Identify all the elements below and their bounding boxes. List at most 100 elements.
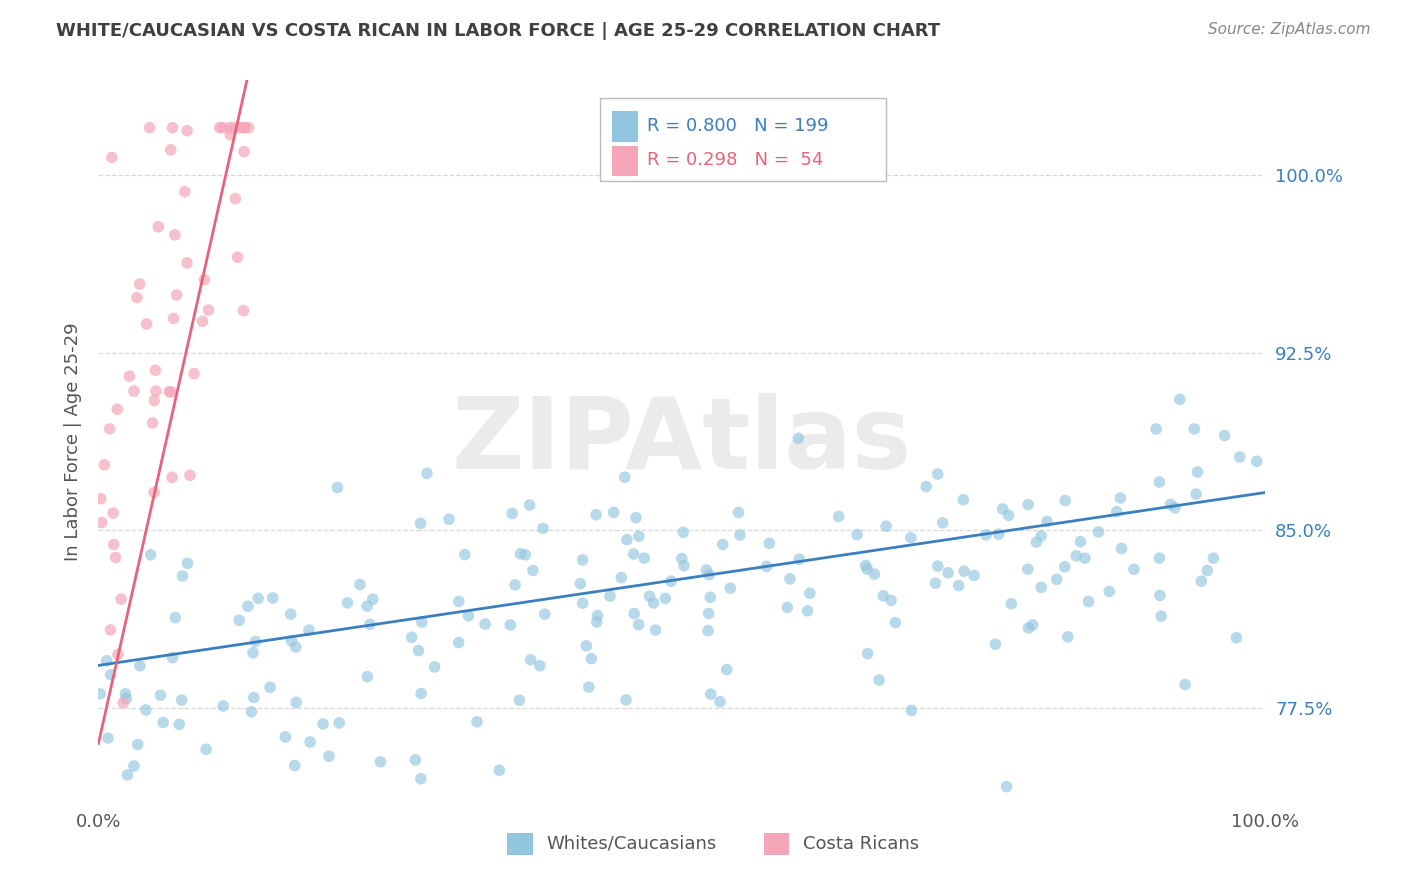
Point (1074, 551, 1097, 566)
Point (623, 547, 645, 561)
Point (122, 384, 145, 398)
Point (952, 492, 974, 507)
Point (1182, 422, 1205, 436)
Point (856, 562, 879, 576)
Point (569, 576, 592, 591)
Point (1229, 450, 1251, 464)
Point (1149, 475, 1171, 490)
Point (672, 525, 695, 540)
Point (226, 250, 249, 264)
Point (336, 596, 359, 610)
Point (191, 314, 214, 328)
Point (586, 608, 609, 623)
Point (103, 506, 125, 520)
Point (361, 592, 384, 607)
Point (285, 695, 308, 709)
Point (638, 590, 661, 604)
Point (1197, 564, 1219, 578)
Point (233, 145, 256, 159)
Point (110, 592, 132, 607)
Point (212, 698, 235, 713)
Point (312, 717, 335, 731)
Point (868, 673, 890, 687)
Point (149, 688, 172, 702)
Point (135, 703, 157, 717)
Point (671, 551, 693, 566)
Point (936, 566, 959, 580)
Point (409, 772, 432, 786)
Point (138, 120, 160, 135)
Point (457, 608, 479, 623)
Point (1189, 574, 1212, 589)
FancyBboxPatch shape (508, 833, 533, 855)
Point (143, 485, 166, 500)
Point (654, 591, 676, 606)
Point (89, 687, 111, 701)
Point (145, 363, 167, 377)
Point (229, 120, 252, 135)
Point (197, 302, 219, 317)
Point (1164, 500, 1187, 515)
Y-axis label: In Labor Force | Age 25-29: In Labor Force | Age 25-29 (63, 322, 82, 561)
Point (416, 467, 439, 481)
Point (423, 660, 446, 674)
Point (700, 687, 723, 701)
Point (716, 663, 738, 677)
Point (408, 643, 430, 657)
Point (1174, 677, 1197, 691)
Point (1111, 541, 1133, 556)
Point (931, 516, 953, 530)
Point (128, 277, 150, 291)
Point (238, 120, 260, 135)
Point (697, 567, 720, 582)
Point (884, 615, 907, 630)
Point (581, 651, 603, 665)
Point (162, 120, 184, 135)
Text: Source: ZipAtlas.com: Source: ZipAtlas.com (1208, 22, 1371, 37)
Point (90, 491, 112, 506)
Point (454, 548, 477, 562)
Point (1149, 551, 1171, 566)
Point (236, 599, 259, 614)
Point (1017, 562, 1039, 576)
Point (900, 531, 922, 545)
Point (299, 735, 322, 749)
Point (356, 670, 378, 684)
Point (519, 498, 541, 512)
Point (697, 624, 720, 638)
Point (160, 384, 183, 399)
Point (711, 537, 734, 551)
Point (515, 548, 537, 562)
Point (1246, 454, 1268, 468)
Point (672, 558, 695, 573)
Point (104, 550, 127, 565)
Text: Costa Ricans: Costa Ricans (803, 835, 920, 853)
Point (356, 599, 378, 614)
Point (298, 623, 321, 637)
Point (141, 416, 163, 430)
Point (465, 714, 488, 729)
Point (509, 547, 531, 561)
Point (1036, 515, 1059, 529)
Point (411, 615, 433, 629)
Point (846, 527, 869, 541)
Point (105, 402, 128, 417)
Point (218, 120, 240, 135)
Point (519, 653, 541, 667)
Point (987, 527, 1010, 541)
Point (411, 686, 433, 700)
Point (93, 458, 115, 472)
Point (1031, 581, 1053, 595)
FancyBboxPatch shape (612, 146, 637, 177)
Point (247, 591, 270, 606)
Point (695, 563, 717, 577)
Point (1069, 534, 1091, 549)
Point (585, 615, 607, 629)
Text: ZIPAtlas: ZIPAtlas (451, 393, 912, 490)
Point (799, 586, 821, 600)
Point (997, 508, 1019, 523)
Point (1149, 588, 1171, 602)
Point (578, 680, 600, 694)
Point (779, 572, 801, 586)
Point (1150, 609, 1173, 624)
